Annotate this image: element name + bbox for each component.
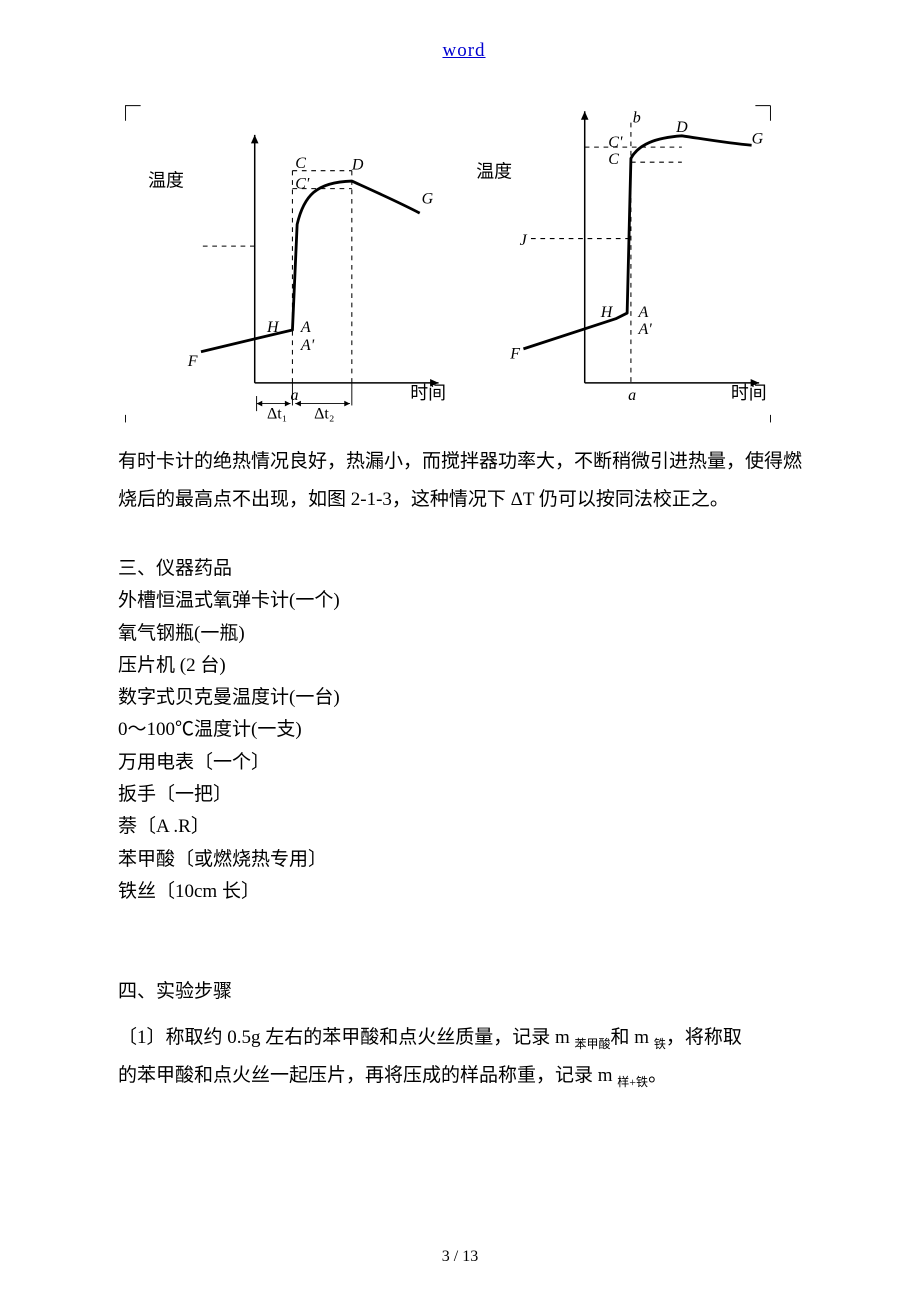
apparatus-item: 外槽恒温式氧弹卡计(一个) bbox=[118, 585, 810, 617]
svg-text:A': A' bbox=[300, 337, 315, 354]
apparatus-item: 氧气钢瓶(一瓶) bbox=[118, 618, 810, 650]
svg-text:A: A bbox=[300, 319, 311, 336]
step-1: 〔1〕称取约 0.5g 左右的苯甲酸和点火丝质量，记录 m 苯甲酸和 m 铁，将… bbox=[118, 1019, 810, 1057]
svg-text:C': C' bbox=[295, 176, 310, 193]
step1-sub2: 铁 bbox=[654, 1036, 666, 1050]
svg-text:a: a bbox=[291, 387, 299, 404]
svg-text:J: J bbox=[520, 232, 528, 249]
svg-text:A: A bbox=[637, 304, 648, 321]
svg-text:F: F bbox=[509, 345, 520, 362]
step1-c: ，将称取 bbox=[666, 1027, 742, 1048]
svg-text:C': C' bbox=[608, 134, 623, 151]
figure-caption: 有时卡计的绝热情况良好，热漏小，而搅拌器功率大，不断稍微引进热量，使得燃烧后的最… bbox=[118, 443, 810, 519]
svg-text:G: G bbox=[752, 130, 764, 147]
page-number: 3 / 13 bbox=[0, 1248, 920, 1266]
temperature-curves-figure: 温度时间CC'DGHAA'FaΔt₁Δt₂温度时间bDGC'CJHAA'Fa bbox=[118, 92, 778, 437]
svg-text:G: G bbox=[422, 191, 434, 208]
header-link[interactable]: word bbox=[118, 40, 810, 62]
step1-d: 的苯甲酸和点火丝一起压片，再将压成的样品称重，记录 m bbox=[118, 1065, 617, 1086]
apparatus-item: 扳手〔一把〕 bbox=[118, 779, 810, 811]
apparatus-item: 0～100℃温度计(一支) bbox=[118, 714, 810, 746]
apparatus-list: 外槽恒温式氧弹卡计(一个)氧气钢瓶(一瓶)压片机 (2 台)数字式贝克曼温度计(… bbox=[118, 585, 810, 908]
svg-text:Δt₁: Δt₁ bbox=[267, 406, 287, 423]
step1-sub1: 苯甲酸 bbox=[575, 1036, 611, 1050]
svg-text:温度: 温度 bbox=[476, 161, 512, 181]
svg-text:F: F bbox=[187, 353, 198, 370]
step1-e: 。 bbox=[648, 1065, 667, 1086]
apparatus-item: 萘〔A .R〕 bbox=[118, 811, 810, 843]
step1-b: 和 m bbox=[611, 1027, 654, 1048]
svg-text:a: a bbox=[628, 387, 636, 404]
svg-text:b: b bbox=[633, 110, 641, 127]
svg-text:H: H bbox=[266, 319, 280, 336]
svg-text:C: C bbox=[295, 155, 306, 172]
svg-text:C: C bbox=[608, 151, 619, 168]
step1-sub3: 样+铁 bbox=[617, 1074, 648, 1088]
apparatus-item: 数字式贝克曼温度计(一台) bbox=[118, 682, 810, 714]
section-4-title: 四、实验步骤 bbox=[118, 976, 810, 1008]
svg-text:D: D bbox=[351, 157, 364, 174]
apparatus-item: 苯甲酸〔或燃烧热专用〕 bbox=[118, 844, 810, 876]
step-1-line2: 的苯甲酸和点火丝一起压片，再将压成的样品称重，记录 m 样+铁。 bbox=[118, 1057, 810, 1095]
apparatus-item: 压片机 (2 台) bbox=[118, 650, 810, 682]
section-3-title: 三、仪器药品 bbox=[118, 553, 810, 585]
apparatus-item: 铁丝〔10cm 长〕 bbox=[118, 876, 810, 908]
svg-text:D: D bbox=[675, 119, 688, 136]
step1-a: 〔1〕称取约 0.5g 左右的苯甲酸和点火丝质量，记录 m bbox=[118, 1027, 575, 1048]
svg-text:时间: 时间 bbox=[410, 383, 446, 403]
apparatus-item: 万用电表〔一个〕 bbox=[118, 747, 810, 779]
svg-text:时间: 时间 bbox=[731, 383, 767, 403]
svg-text:H: H bbox=[600, 304, 614, 321]
svg-text:温度: 温度 bbox=[148, 171, 184, 191]
svg-text:A': A' bbox=[637, 321, 652, 338]
svg-text:Δt₂: Δt₂ bbox=[314, 406, 334, 423]
